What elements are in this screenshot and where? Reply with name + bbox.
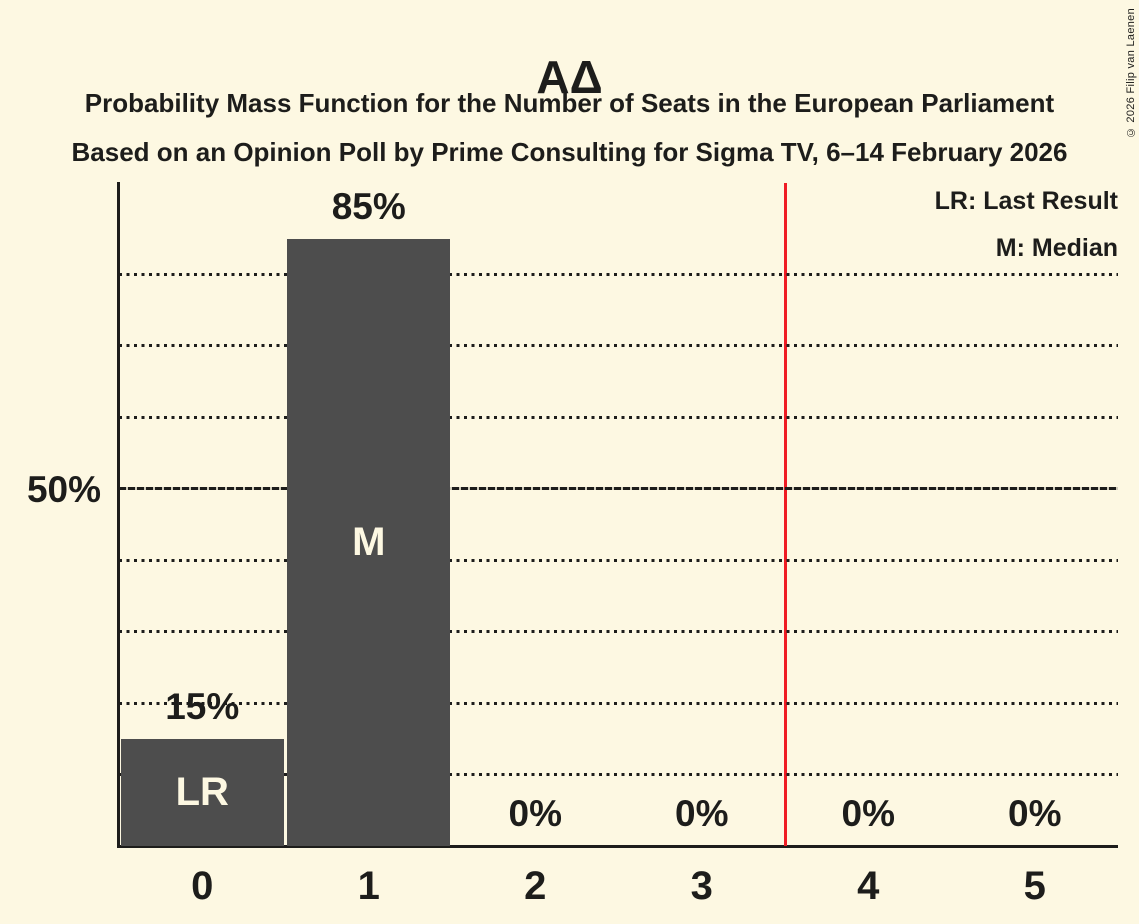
chart-subtitle-line-2: Based on an Opinion Poll by Prime Consul… xyxy=(71,137,1068,167)
chart-title: ΑΔ xyxy=(536,50,603,103)
bar-annotation-m: M xyxy=(352,520,386,565)
gridline-60pct xyxy=(119,415,1118,419)
bar-value-label-1: 85% xyxy=(331,185,406,227)
bar-seats-0 xyxy=(120,738,284,846)
bar-annotation-lr: LR xyxy=(175,770,229,815)
x-tick-label-2: 2 xyxy=(524,864,547,908)
x-tick-label-4: 4 xyxy=(857,864,880,908)
gridline-30pct xyxy=(119,630,1118,634)
majority-line xyxy=(783,183,787,846)
legend-entry-median: M: Median xyxy=(995,234,1118,262)
x-tick-label-5: 5 xyxy=(1023,864,1046,908)
y-axis-line xyxy=(117,182,120,848)
y-axis-tick-label: 50% xyxy=(26,468,101,510)
bar-value-label-3: 0% xyxy=(675,793,729,834)
chart-subtitle-line-1: Probability Mass Function for the Number… xyxy=(84,88,1055,118)
bar-seats-1 xyxy=(287,238,451,846)
gridline-10pct xyxy=(119,773,1118,777)
x-tick-label-3: 3 xyxy=(690,864,713,908)
plot-area: LR: Last Result M: Median 15% LR 85% M 0% 0% 0… xyxy=(119,183,1118,846)
x-axis-line xyxy=(117,845,1118,848)
bar-value-label-4: 0% xyxy=(841,793,895,834)
legend-entry-last-result: LR: Last Result xyxy=(934,187,1118,215)
bar-value-label-0: 15% xyxy=(165,685,240,727)
x-tick-label-1: 1 xyxy=(357,864,380,908)
gridline-80pct xyxy=(119,272,1118,276)
bar-value-label-2: 0% xyxy=(508,793,562,834)
gridline-70pct xyxy=(119,344,1118,348)
bar-value-label-5: 0% xyxy=(1008,793,1062,834)
x-tick-label-0: 0 xyxy=(191,864,214,908)
gridline-40pct xyxy=(119,558,1118,562)
gridline-20pct xyxy=(119,701,1118,705)
legend: LR: Last Result M: Median xyxy=(935,178,1118,272)
gridline-50pct xyxy=(119,487,1118,491)
